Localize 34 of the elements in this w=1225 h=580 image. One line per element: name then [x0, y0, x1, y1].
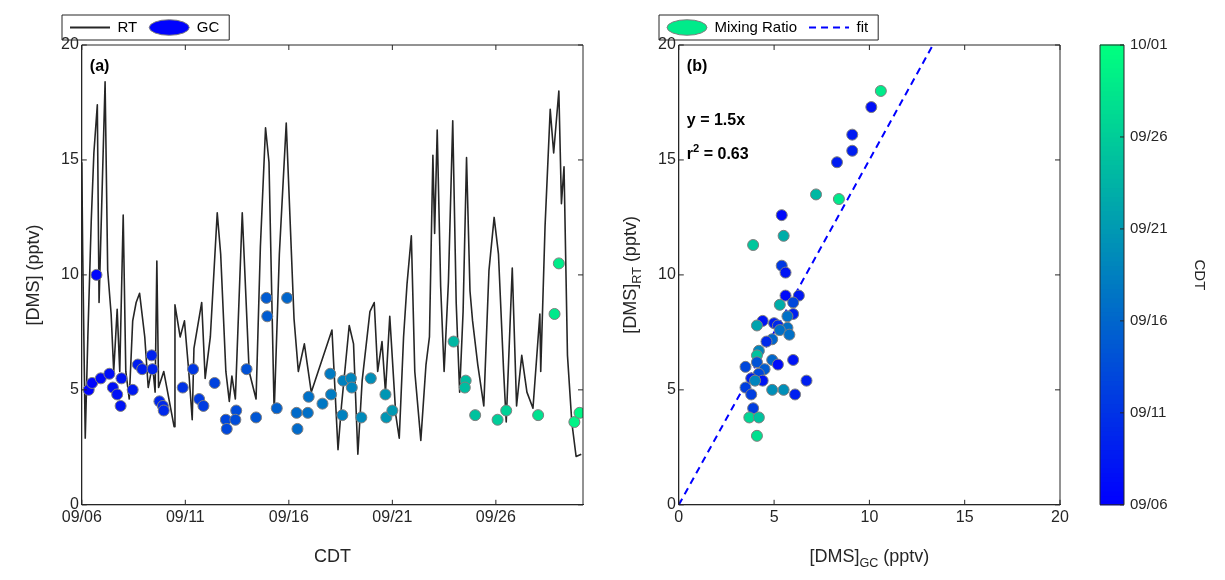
- y-tick-label: 0: [666, 495, 676, 513]
- y-tick-label: 20: [658, 35, 676, 53]
- x-tick-label: 20: [1051, 507, 1069, 525]
- y-tick-label: 10: [61, 265, 79, 283]
- x-tick-label: 09/11: [165, 507, 205, 525]
- y-tick-label: 5: [666, 380, 676, 398]
- legend-label: Mixing Ratio: [714, 17, 798, 35]
- color-bar-label: 09/11: [1130, 402, 1167, 420]
- y-tick-label: 15: [61, 150, 79, 168]
- color-bar-title: CDT: [1191, 259, 1209, 291]
- legend-label: RT: [117, 17, 138, 35]
- annotation: y = 1.5x: [686, 111, 746, 129]
- x-tick-label: 15: [955, 507, 974, 525]
- x-tick-label: 5: [769, 507, 779, 525]
- color-bar-label: 09/21: [1130, 219, 1168, 237]
- annotation: (a): [89, 57, 110, 75]
- x-axis-title: CDT: [313, 545, 351, 566]
- x-tick-label: 09/16: [268, 507, 309, 525]
- x-tick-label: 10: [860, 507, 879, 525]
- legend-label: GC: [196, 17, 220, 35]
- annotation: (b): [686, 57, 708, 75]
- x-tick-label: 09/26: [475, 507, 516, 525]
- color-bar-label: 09/06: [1130, 494, 1168, 512]
- color-bar-label: 09/16: [1130, 311, 1168, 329]
- y-tick-label: 15: [658, 150, 676, 168]
- color-bar-label: 10/01: [1130, 35, 1168, 53]
- x-tick-label: 09/21: [372, 507, 413, 525]
- y-tick-label: 10: [658, 265, 676, 283]
- y-axis-title: [DMS] (pptv): [22, 224, 43, 326]
- color-bar-label: 09/26: [1130, 127, 1168, 145]
- y-tick-label: 20: [61, 35, 79, 53]
- legend-label: fit: [856, 17, 870, 35]
- y-tick-label: 5: [69, 380, 79, 398]
- y-axis-title: [DMS]RT (pptv): [619, 216, 645, 334]
